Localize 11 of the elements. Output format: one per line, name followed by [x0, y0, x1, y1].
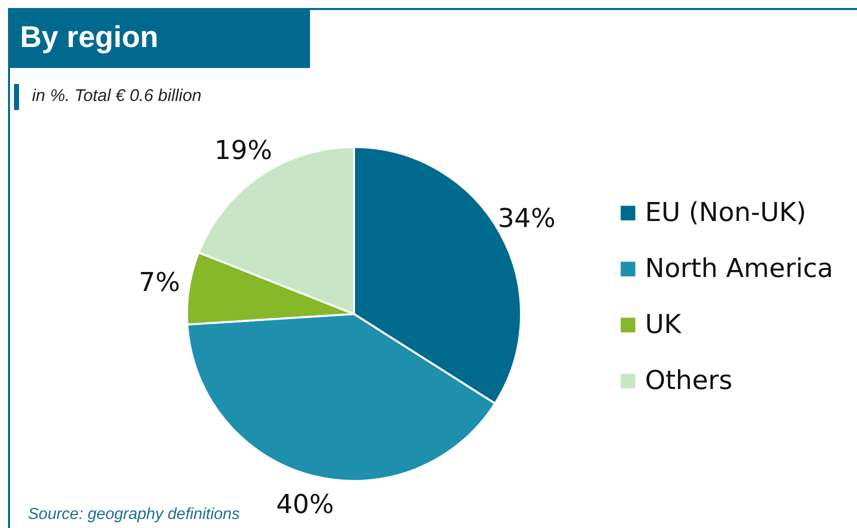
chart-subtitle: in %. Total € 0.6 billion — [32, 86, 202, 106]
source-note: Source: geography definitions — [28, 506, 240, 524]
legend-label: UK — [645, 310, 682, 340]
data-label: 34% — [498, 204, 556, 234]
legend-label: EU (Non-UK) — [645, 198, 806, 228]
chart-title: By region — [8, 8, 310, 68]
legend-label: North America — [645, 254, 834, 284]
data-label: 19% — [214, 136, 272, 166]
data-label: 7% — [138, 268, 180, 298]
data-label: 40% — [276, 490, 334, 520]
legend-label: Others — [645, 366, 732, 396]
